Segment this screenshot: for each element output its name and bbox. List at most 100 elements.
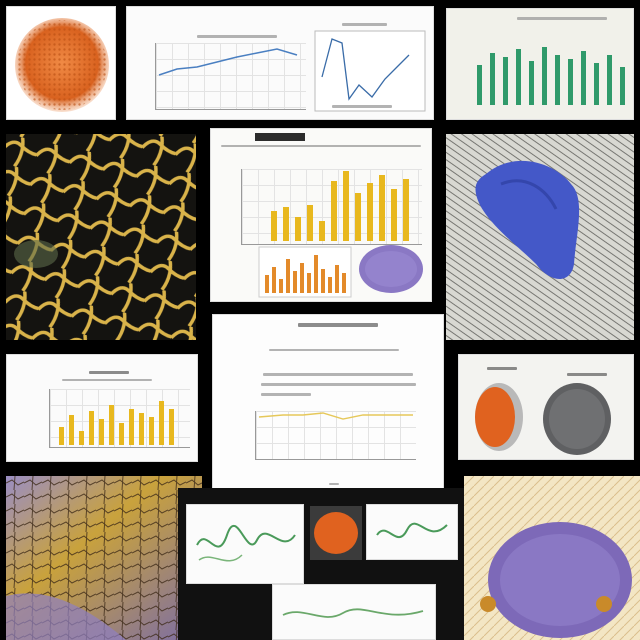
purple-yellow-tissue-tile xyxy=(6,476,202,640)
slide-text-line-1 xyxy=(269,349,399,351)
top-bar xyxy=(295,217,301,241)
green-bar xyxy=(516,49,521,105)
yellow-bar xyxy=(139,413,144,445)
bar-charts-tile xyxy=(210,128,432,302)
green-bar xyxy=(555,55,560,105)
slide-line-chart-tile xyxy=(212,314,444,496)
right-plot-frame xyxy=(314,30,426,112)
bottom-bar xyxy=(342,273,346,293)
bottom-bars-group xyxy=(265,255,346,293)
blue-cell-image xyxy=(446,134,634,340)
header-caption-line xyxy=(221,145,421,147)
purple-organ-tile xyxy=(464,476,640,640)
yellow-bar xyxy=(89,411,94,445)
top-bar xyxy=(271,211,277,241)
slide-text-line-4 xyxy=(261,393,311,396)
left-plot-line xyxy=(158,48,298,76)
network-mesh xyxy=(6,134,196,340)
line-plots-tile xyxy=(126,6,434,120)
bottom-bar xyxy=(328,277,332,293)
small-panel-bottom xyxy=(272,584,436,640)
small-panel-orange-mass xyxy=(310,506,362,560)
green-bar xyxy=(581,51,586,105)
green-bar xyxy=(607,55,612,105)
line-plots-svg xyxy=(158,30,426,112)
green-bar xyxy=(542,47,547,105)
small-panels-strip xyxy=(178,488,464,640)
panel-header-bar xyxy=(255,133,305,141)
orange-sphere-image xyxy=(15,18,109,112)
top-bar xyxy=(391,189,397,241)
right-plot-line xyxy=(321,38,410,101)
yellow-bar xyxy=(149,417,154,445)
orange-grey-organs-tile xyxy=(458,354,634,460)
tissue-image xyxy=(6,476,202,640)
yellow-bar xyxy=(59,427,64,445)
bottom-bar xyxy=(293,271,297,293)
slide-footer-line xyxy=(329,483,339,485)
bottom-bar xyxy=(300,263,304,293)
top-bar xyxy=(379,175,385,241)
top-bar xyxy=(307,205,313,241)
small-panel-green-right xyxy=(366,504,458,560)
network-patch xyxy=(14,240,58,268)
slide-text-line-2 xyxy=(263,373,413,376)
slide-chart-grid xyxy=(255,411,416,460)
green-bars-tile xyxy=(446,8,634,120)
green-bar xyxy=(477,65,482,105)
green-bar xyxy=(594,63,599,105)
organs-left-label-line xyxy=(487,367,517,370)
organs-svg xyxy=(475,383,611,455)
green-bars-svg[interactable] xyxy=(447,9,634,120)
orange-organ xyxy=(475,387,515,447)
yellow-bar xyxy=(69,415,74,445)
top-bar xyxy=(343,171,349,241)
green-bar xyxy=(620,67,625,105)
purple-organ-image xyxy=(464,476,640,640)
left-plot-grid xyxy=(155,43,306,110)
gold-network-tile xyxy=(6,134,196,340)
green-bar xyxy=(568,59,573,105)
yellow-bar xyxy=(79,431,84,445)
bottom-bar xyxy=(286,259,290,293)
yellow-bar xyxy=(159,401,164,445)
slide-chart-line xyxy=(258,412,413,420)
top-bar xyxy=(367,183,373,241)
top-bar xyxy=(403,179,409,241)
sphere-texture xyxy=(17,20,107,110)
yellow-bar xyxy=(129,409,134,445)
green-bar xyxy=(529,61,534,105)
top-bars-group xyxy=(271,171,409,241)
bottom-bar xyxy=(335,265,339,293)
blue-cell-tile xyxy=(446,134,634,340)
orange-mass xyxy=(314,512,358,554)
organs-right-label-line xyxy=(567,373,607,376)
yellow-bar xyxy=(109,405,114,445)
top-bar xyxy=(283,207,289,241)
slide-text-line-3 xyxy=(261,383,416,386)
yellow-bars-svg xyxy=(59,401,174,445)
green-bar xyxy=(490,53,495,105)
yellow-bars-group xyxy=(59,401,174,445)
bottom-bar xyxy=(314,255,318,293)
yellow-bar xyxy=(119,423,124,445)
bar-charts-svg xyxy=(258,171,423,298)
yellow-panel-title-line xyxy=(89,371,129,374)
bottom-bar xyxy=(279,279,283,293)
top-bar xyxy=(355,193,361,241)
green-bar xyxy=(503,57,508,105)
bottom-bar xyxy=(265,275,269,293)
right-plot-caption-line xyxy=(332,105,392,108)
slide-title-line xyxy=(298,323,378,327)
bottom-bar xyxy=(272,267,276,293)
right-plot-title-line xyxy=(342,23,387,26)
purple-region xyxy=(6,593,126,640)
bottom-bar xyxy=(307,273,311,293)
yellow-bars-tile xyxy=(6,354,198,462)
green-squiggle-bottom xyxy=(282,608,424,618)
yellow-panel-subtitle-line xyxy=(62,379,152,381)
green-bars-group xyxy=(477,47,625,105)
green-squiggle-left xyxy=(196,525,296,562)
top-bar xyxy=(331,181,337,241)
organ-node xyxy=(596,596,612,612)
